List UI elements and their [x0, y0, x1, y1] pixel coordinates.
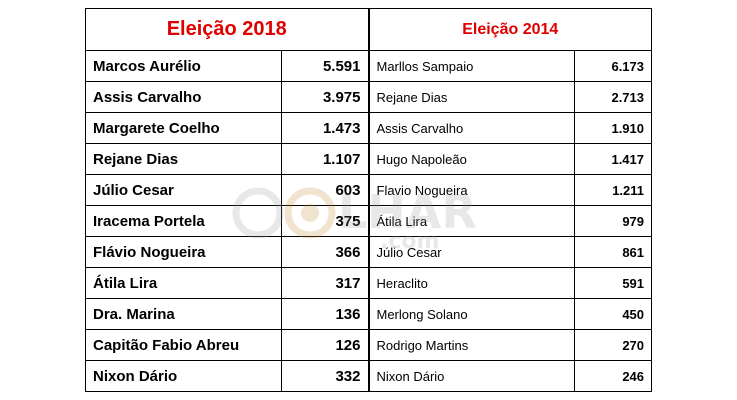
- votes-2018: 126: [281, 329, 370, 361]
- candidate-2014: Heraclito: [368, 267, 575, 299]
- candidate-2014: Hugo Napoleão: [368, 143, 575, 175]
- table-row: Flávio Nogueira 366 Júlio Cesar 861: [85, 236, 653, 268]
- votes-2018: 366: [281, 236, 370, 268]
- candidate-2018: Assis Carvalho: [85, 81, 282, 113]
- table-row: Rejane Dias 1.107 Hugo Napoleão 1.417: [85, 143, 653, 175]
- votes-2018: 603: [281, 174, 370, 206]
- votes-2014: 1.417: [573, 143, 653, 175]
- votes-2018: 332: [281, 360, 370, 392]
- votes-2014: 979: [573, 205, 653, 237]
- candidate-2014: Assis Carvalho: [368, 112, 575, 144]
- candidate-2014: Rodrigo Martins: [368, 329, 575, 361]
- table-row: Iracema Portela 375 Átila Lira 979: [85, 205, 653, 237]
- candidate-2018: Júlio Cesar: [85, 174, 282, 206]
- candidate-2018: Dra. Marina: [85, 298, 282, 330]
- candidate-2018: Nixon Dário: [85, 360, 282, 392]
- table-header-row: Eleição 2018 Eleição 2014: [85, 8, 653, 51]
- candidate-2018: Marcos Aurélio: [85, 50, 282, 82]
- table-row: Margarete Coelho 1.473 Assis Carvalho 1.910: [85, 112, 653, 144]
- votes-2018: 136: [281, 298, 370, 330]
- candidate-2018: Margarete Coelho: [85, 112, 282, 144]
- votes-2018: 375: [281, 205, 370, 237]
- candidate-2014: Nixon Dário: [368, 360, 575, 392]
- votes-2014: 861: [573, 236, 653, 268]
- table-row: Marcos Aurélio 5.591 Marllos Sampaio 6.173: [85, 50, 653, 82]
- votes-2018: 1.107: [281, 143, 370, 175]
- table-row: Dra. Marina 136 Merlong Solano 450: [85, 298, 653, 330]
- votes-2014: 246: [573, 360, 653, 392]
- table-row: Assis Carvalho 3.975 Rejane Dias 2.713: [85, 81, 653, 113]
- candidate-2018: Flávio Nogueira: [85, 236, 282, 268]
- votes-2014: 2.713: [573, 81, 653, 113]
- header-2018: Eleição 2018: [85, 8, 370, 51]
- candidate-2018: Capitão Fabio Abreu: [85, 329, 282, 361]
- table-row: Capitão Fabio Abreu 126 Rodrigo Martins 270: [85, 329, 653, 361]
- votes-2014: 1.211: [573, 174, 653, 206]
- candidate-2014: Átila Lira: [368, 205, 575, 237]
- votes-2018: 317: [281, 267, 370, 299]
- election-comparison-table: Eleição 2018 Eleição 2014 Marcos Aurélio…: [85, 8, 653, 392]
- candidate-2018: Rejane Dias: [85, 143, 282, 175]
- candidate-2014: Flavio Nogueira: [368, 174, 575, 206]
- candidate-2014: Rejane Dias: [368, 81, 575, 113]
- votes-2018: 5.591: [281, 50, 370, 82]
- votes-2014: 1.910: [573, 112, 653, 144]
- candidate-2018: Iracema Portela: [85, 205, 282, 237]
- votes-2018: 3.975: [281, 81, 370, 113]
- candidate-2014: Merlong Solano: [368, 298, 575, 330]
- candidate-2018: Átila Lira: [85, 267, 282, 299]
- votes-2018: 1.473: [281, 112, 370, 144]
- votes-2014: 6.173: [573, 50, 653, 82]
- table-row: Átila Lira 317 Heraclito 591: [85, 267, 653, 299]
- votes-2014: 270: [573, 329, 653, 361]
- candidate-2014: Marllos Sampaio: [368, 50, 575, 82]
- votes-2014: 591: [573, 267, 653, 299]
- header-2014: Eleição 2014: [367, 8, 653, 51]
- candidate-2014: Júlio Cesar: [368, 236, 575, 268]
- votes-2014: 450: [573, 298, 653, 330]
- table-row: Júlio Cesar 603 Flavio Nogueira 1.211: [85, 174, 653, 206]
- table-row: Nixon Dário 332 Nixon Dário 246: [85, 360, 653, 392]
